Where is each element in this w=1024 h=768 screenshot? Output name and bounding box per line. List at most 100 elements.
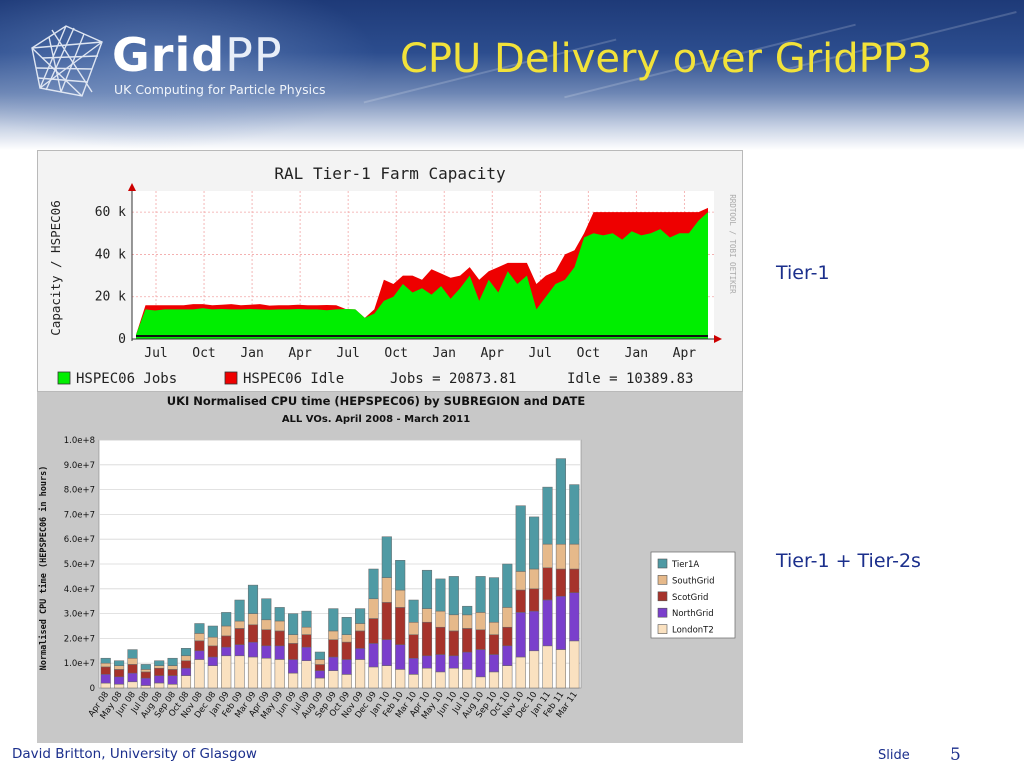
uki-bar-segment-southgrid bbox=[555, 543, 566, 570]
uki-bar-segment-southgrid bbox=[462, 614, 473, 629]
uki-bar-segment-scotgrid bbox=[542, 567, 553, 601]
rrd-y-tick-label: 0 bbox=[118, 332, 126, 347]
uki-bar-segment-londont2 bbox=[368, 666, 379, 689]
uki-bar-segment-northgrid bbox=[462, 651, 473, 670]
uki-bar-segment-scotgrid bbox=[502, 626, 513, 647]
uki-bar-segment-tier1a bbox=[355, 608, 366, 624]
uki-bar-segment-northgrid bbox=[448, 655, 459, 669]
uki-bar-segment-scotgrid bbox=[301, 634, 312, 648]
rrd-x-tick-label: Jul bbox=[336, 346, 359, 361]
uki-bar-segment-scotgrid bbox=[114, 669, 125, 678]
uki-bar-segment-southgrid bbox=[448, 614, 459, 632]
uki-bar-segment-northgrid bbox=[301, 646, 312, 661]
uki-bar-segment-tier1a bbox=[395, 560, 406, 591]
uki-title: UKI Normalised CPU time (HEPSPEC06) by S… bbox=[167, 394, 586, 408]
uki-bar-segment-northgrid bbox=[288, 659, 299, 674]
uki-bar-segment-londont2 bbox=[261, 657, 272, 689]
uki-bar-segment-northgrid bbox=[368, 643, 379, 668]
rrd-x-tick-labels: Jul Oct Jan Apr Jul Oct Jan Apr Jul Oct Jan Apr bbox=[144, 346, 696, 361]
uki-bar-segment-northgrid bbox=[515, 612, 526, 658]
uki-bar-segment-tier1a bbox=[261, 598, 272, 621]
uki-bar-segment-londont2 bbox=[488, 671, 500, 689]
uki-bar-segment-londont2 bbox=[247, 656, 259, 689]
uki-bar-segment-northgrid bbox=[234, 644, 245, 657]
uki-legend-items: Tier1A SouthGrid ScotGrid NorthGrid LondonT2 bbox=[657, 558, 715, 636]
uki-y-tick-label: 9.0e+7 bbox=[64, 461, 95, 471]
uki-bar-segment-southgrid bbox=[221, 625, 232, 637]
rrd-series-layer bbox=[136, 207, 708, 339]
uki-bar-segment-southgrid bbox=[140, 669, 151, 673]
uki-bar-segment-southgrid bbox=[180, 655, 192, 662]
uki-bar-segment-northgrid bbox=[475, 649, 486, 678]
uki-bar-segment-londont2 bbox=[221, 655, 232, 689]
rrd-x-tick-label: Jan bbox=[625, 346, 648, 361]
logo-text-pp: PP bbox=[225, 28, 283, 82]
uki-bar-segment-southgrid bbox=[421, 608, 433, 623]
uki-bar-segment-tier1a bbox=[435, 578, 446, 612]
uki-bar-segment-londont2 bbox=[435, 671, 446, 689]
uki-bar-segment-scotgrid bbox=[261, 629, 272, 647]
uki-bar-segment-southgrid bbox=[234, 620, 245, 629]
uki-bar-segment-southgrid bbox=[368, 598, 379, 619]
rrd-legend: HSPEC06 Jobs HSPEC06 Idle Jobs = 20873.8… bbox=[57, 371, 693, 387]
uki-bar-segment-tier1a bbox=[328, 608, 339, 632]
rrd-side-text: RRDTOOL / TOBI OETIKER bbox=[728, 194, 737, 294]
rrd-legend-swatch-jobs bbox=[57, 371, 71, 385]
uki-bar-segment-northgrid bbox=[569, 592, 580, 642]
uki-bar-segment-tier1a bbox=[100, 657, 111, 664]
uki-bar-segment-tier1a bbox=[448, 576, 459, 616]
uki-bar-segment-londont2 bbox=[448, 667, 459, 689]
uki-bar-segment-londont2 bbox=[301, 660, 312, 689]
uki-bar-segment-northgrid bbox=[381, 639, 392, 666]
rrd-y-tick-label: 20 k bbox=[95, 290, 126, 305]
uki-bar-segment-scotgrid bbox=[207, 645, 218, 658]
rrd-legend-jobs: HSPEC06 Jobs bbox=[76, 371, 177, 387]
uki-bar-segment-scotgrid bbox=[435, 626, 446, 655]
uki-bar-segment-southgrid bbox=[569, 543, 580, 570]
uki-bar-segment-tier1a bbox=[114, 660, 125, 666]
uki-bar-segment-londont2 bbox=[381, 665, 392, 689]
uki-bar-segment-londont2 bbox=[314, 677, 325, 689]
uki-bar-segment-londont2 bbox=[207, 665, 218, 689]
uki-bar-segment-southgrid bbox=[114, 665, 125, 670]
uki-bar-segment-northgrid bbox=[100, 674, 111, 684]
uki-bar-segment-scotgrid bbox=[274, 630, 285, 647]
uki-bar-segment-northgrid bbox=[529, 610, 540, 652]
uki-bar-layer bbox=[100, 458, 580, 689]
footer-slide-number: 5 bbox=[950, 745, 961, 765]
uki-bar-segment-northgrid bbox=[328, 656, 339, 671]
uki-legend-swatch bbox=[657, 558, 668, 569]
uki-bar-segment-northgrid bbox=[127, 672, 138, 683]
logo-tagline: UK Computing for Particle Physics bbox=[114, 82, 326, 97]
uki-bar-segment-northgrid bbox=[114, 676, 125, 685]
uki-bar-segment-tier1a bbox=[127, 649, 138, 659]
uki-y-tick-label: 8.0e+7 bbox=[64, 486, 95, 496]
rrd-jobs-summary: Jobs = 20873.81 bbox=[390, 371, 516, 387]
uki-y-tick-label: 2.0e+7 bbox=[64, 634, 95, 644]
uki-bar-segment-northgrid bbox=[355, 648, 366, 660]
uki-bar-segment-scotgrid bbox=[448, 630, 459, 657]
uki-bar-segment-londont2 bbox=[421, 667, 433, 689]
uki-bar-segment-southgrid bbox=[167, 665, 178, 670]
uki-bar-segment-northgrid bbox=[341, 659, 352, 675]
uki-bar-segment-southgrid bbox=[381, 577, 392, 603]
uki-bar-segment-southgrid bbox=[395, 589, 406, 608]
uki-bar-segment-northgrid bbox=[154, 675, 165, 684]
uki-bar-segment-londont2 bbox=[475, 676, 486, 689]
uki-bar-segment-tier1a bbox=[288, 613, 299, 635]
uki-gridlines bbox=[99, 439, 581, 664]
uki-bar-segment-southgrid bbox=[194, 633, 205, 642]
gridpp-logo-mesh-icon bbox=[31, 25, 103, 97]
uki-bar-segment-scotgrid bbox=[247, 624, 259, 643]
uki-bar-segment-tier1a bbox=[569, 484, 580, 545]
uki-bar-segment-northgrid bbox=[435, 654, 446, 673]
uki-bar-segment-northgrid bbox=[207, 656, 218, 666]
uki-bar-segment-londont2 bbox=[462, 669, 473, 689]
uki-bar-segment-southgrid bbox=[207, 636, 218, 647]
uki-bar-segment-scotgrid bbox=[368, 618, 379, 644]
uki-bar-segment-tier1a bbox=[140, 664, 151, 670]
uki-bar-segment-scotgrid bbox=[515, 589, 526, 613]
header-glow bbox=[0, 0, 380, 150]
uki-bar-segment-northgrid bbox=[194, 650, 205, 660]
rrd-ylabel: Capacity / HSPEC06 bbox=[48, 200, 63, 335]
